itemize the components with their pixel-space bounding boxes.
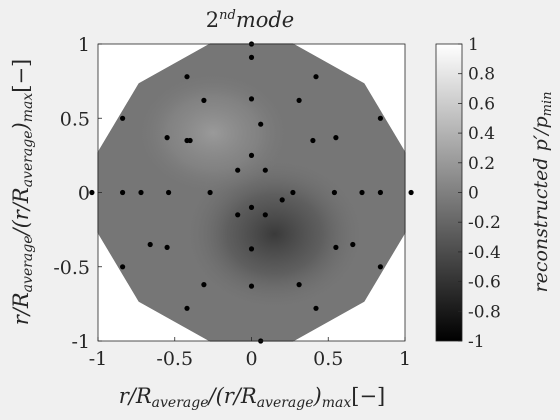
sensor-point (248, 246, 255, 252)
y-axis-label: r/Raverage/(r/Raverage)max[−] (9, 59, 36, 326)
colorbar-tick-label: 0.4 (468, 124, 495, 144)
colorbar-tick-label: -0.4 (468, 243, 501, 263)
sensor-point (333, 244, 339, 250)
sensor-point (120, 189, 126, 196)
sensor-point (258, 121, 264, 127)
field-high-region (138, 73, 289, 194)
sensor-point (89, 189, 95, 196)
sensor-point (377, 264, 383, 270)
sensor-point (184, 305, 190, 311)
sensor-points (89, 41, 414, 344)
colorbar-label: reconstructed p′/pmin (530, 92, 555, 293)
colorbar-tick-label: 0 (468, 184, 479, 204)
x-tick-label: 1 (399, 348, 411, 370)
colorbar-tick-label: -0.6 (468, 273, 501, 293)
sensor-point (164, 244, 170, 250)
sensor-point (201, 282, 207, 288)
colorbar-tick-label: 0.6 (468, 94, 495, 114)
x-tick-label: 0.5 (313, 348, 343, 370)
sensor-point (147, 241, 153, 248)
y-tick-label: 1 (78, 34, 90, 56)
colorbar-tick-label: 1 (468, 35, 479, 55)
sensor-point (248, 204, 255, 210)
colorbar-tick-label: 0.2 (468, 154, 495, 174)
x-tick-label: -0.5 (156, 348, 193, 370)
sensor-point (248, 96, 255, 102)
sensor-point (408, 189, 414, 196)
x-axis-label: r/Raverage/(r/Raverage)max[−] (119, 384, 386, 411)
sensor-point (313, 305, 319, 311)
field-low-region (179, 154, 370, 315)
y-tick-label: 0 (78, 183, 90, 205)
y-ticks: -1 -0.5 0 0.5 1 (53, 34, 102, 353)
sensor-point (184, 74, 190, 80)
y-tick-label: -0.5 (53, 257, 90, 279)
x-ticks: -1 -0.5 0 0.5 1 (89, 337, 411, 370)
sensor-point (377, 189, 383, 196)
chart-title: 2ndmode (206, 8, 295, 32)
sensor-point (164, 135, 170, 141)
sensor-point (331, 189, 337, 196)
colorbar-ticks: 1 0.8 0.6 0.4 0.2 0 -0.2 -0.4 -0.6 -0.8 -1 (458, 35, 501, 352)
sensor-point (350, 241, 356, 248)
sensor-point (248, 152, 255, 158)
sensor-point (290, 189, 296, 196)
sensor-point (262, 212, 268, 218)
x-tick-label: 0 (245, 348, 257, 370)
sensor-point (279, 197, 285, 203)
colorbar-tick-label: -0.2 (468, 213, 501, 233)
sensor-point (138, 189, 144, 196)
sensor-point (296, 282, 302, 288)
title-base: 2 (206, 8, 219, 32)
field-group (97, 43, 406, 342)
sensor-point (248, 54, 255, 61)
colorbar-tick-label: -0.8 (468, 302, 501, 322)
sensor-point (359, 189, 365, 196)
y-tick-label: -1 (71, 331, 90, 353)
sensor-point (333, 135, 339, 141)
sensor-point (248, 283, 255, 289)
sensor-point (262, 167, 268, 173)
sensor-point (235, 167, 241, 173)
sensor-point (313, 74, 319, 80)
colorbar-tick-label: -1 (468, 332, 485, 352)
sensor-point (120, 115, 126, 121)
sensor-point (296, 97, 302, 103)
colorbar (435, 43, 463, 342)
sensor-point (207, 189, 213, 196)
y-tick-label: 0.5 (60, 108, 90, 130)
sensor-point (201, 97, 207, 103)
sensor-point (166, 189, 172, 196)
sensor-point (377, 115, 383, 121)
sensor-point (310, 137, 316, 144)
title-rest: mode (236, 8, 294, 32)
sensor-point (235, 212, 241, 218)
colorbar-tick-label: 0.8 (468, 65, 495, 85)
sensor-point (120, 264, 126, 270)
x-tick-label: -1 (89, 348, 108, 370)
title-sup: nd (219, 8, 236, 23)
sensor-point (187, 137, 193, 144)
